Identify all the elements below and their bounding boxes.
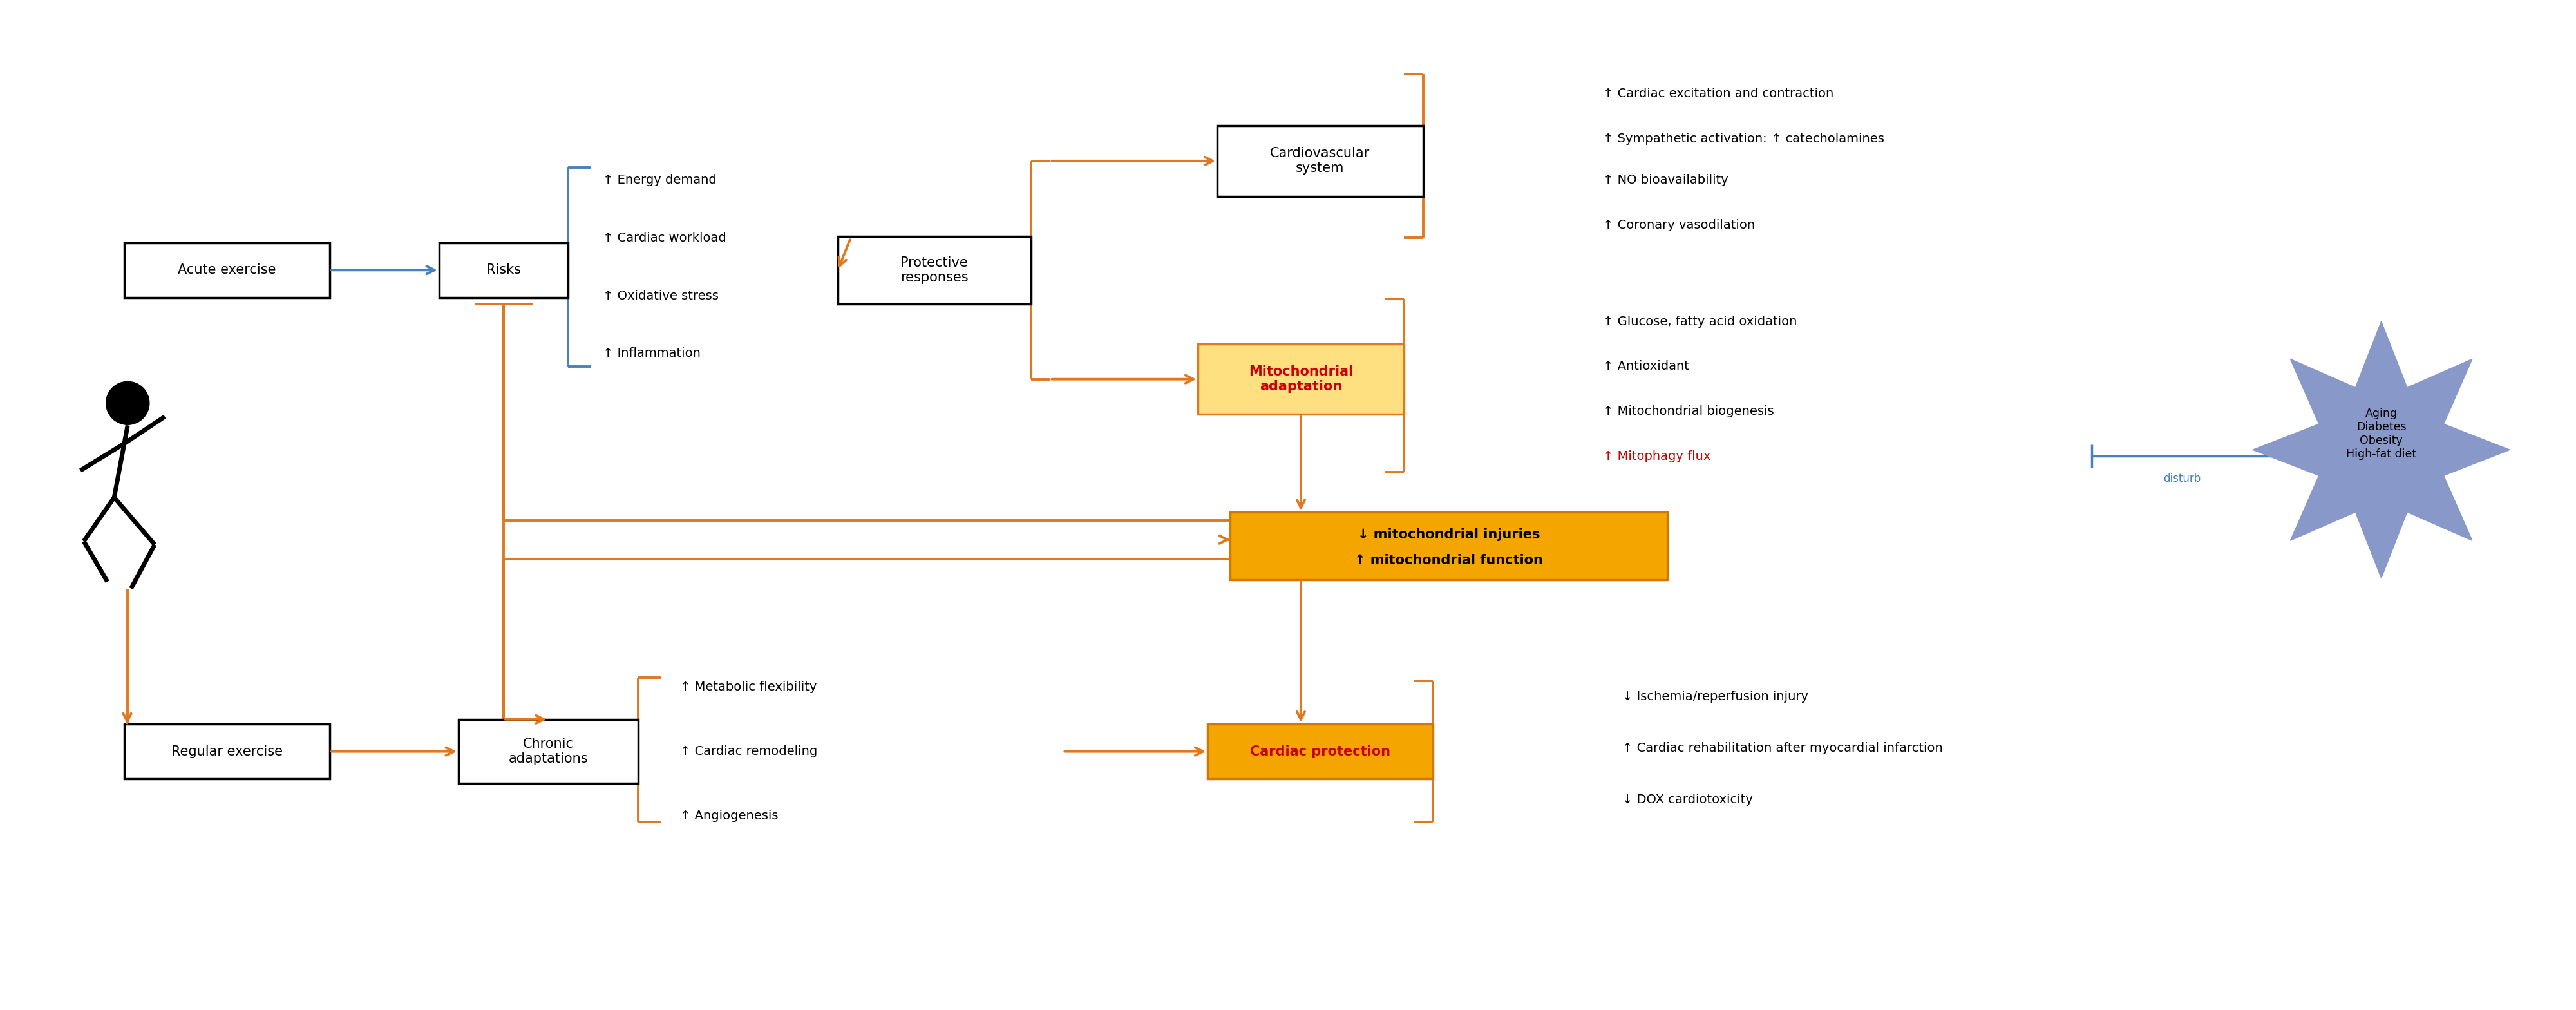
- FancyBboxPatch shape: [124, 242, 330, 297]
- Text: ↑ Cardiac workload: ↑ Cardiac workload: [603, 232, 726, 244]
- Text: ↑ Cardiac remodeling: ↑ Cardiac remodeling: [680, 745, 817, 758]
- FancyBboxPatch shape: [459, 719, 639, 784]
- Text: Protective
responses: Protective responses: [899, 257, 969, 284]
- Polygon shape: [2251, 321, 2509, 578]
- FancyBboxPatch shape: [1231, 512, 1667, 580]
- Text: ↑ Mitophagy flux: ↑ Mitophagy flux: [1602, 450, 1710, 463]
- Text: ↑ NO bioavailability: ↑ NO bioavailability: [1602, 174, 1728, 186]
- Text: ↑ Cardiac rehabilitation after myocardial infarction: ↑ Cardiac rehabilitation after myocardia…: [1623, 742, 1942, 754]
- Text: ↑ Sympathetic activation: ↑ catecholamines: ↑ Sympathetic activation: ↑ catecholamin…: [1602, 132, 1886, 144]
- Text: ↑ mitochondrial function: ↑ mitochondrial function: [1355, 553, 1543, 567]
- Circle shape: [106, 382, 149, 424]
- Text: ↓ mitochondrial injuries: ↓ mitochondrial injuries: [1358, 528, 1540, 541]
- Text: disturb: disturb: [2164, 473, 2200, 485]
- FancyBboxPatch shape: [837, 236, 1030, 304]
- Text: Cardiac protection: Cardiac protection: [1249, 745, 1391, 758]
- Text: Acute exercise: Acute exercise: [178, 264, 276, 277]
- Text: ↑ Inflammation: ↑ Inflammation: [603, 347, 701, 360]
- Text: ↑ Mitochondrial biogenesis: ↑ Mitochondrial biogenesis: [1602, 405, 1775, 417]
- Text: Mitochondrial
adaptation: Mitochondrial adaptation: [1249, 366, 1352, 393]
- Text: Regular exercise: Regular exercise: [170, 745, 283, 758]
- FancyBboxPatch shape: [438, 242, 567, 297]
- Text: ↓ Ischemia/reperfusion injury: ↓ Ischemia/reperfusion injury: [1623, 691, 1808, 703]
- Text: ↑ Cardiac excitation and contraction: ↑ Cardiac excitation and contraction: [1602, 88, 1834, 100]
- Text: ↑ Energy demand: ↑ Energy demand: [603, 174, 716, 186]
- Text: ↑ Angiogenesis: ↑ Angiogenesis: [680, 810, 778, 822]
- Text: Chronic
adaptations: Chronic adaptations: [507, 737, 587, 766]
- Text: Aging
Diabetes
Obesity
High-fat diet: Aging Diabetes Obesity High-fat diet: [2347, 408, 2416, 460]
- FancyBboxPatch shape: [1198, 343, 1404, 414]
- Text: ↑ Antioxidant: ↑ Antioxidant: [1602, 361, 1690, 373]
- Text: ↑ Oxidative stress: ↑ Oxidative stress: [603, 290, 719, 302]
- Text: ↑ Glucose, fatty acid oxidation: ↑ Glucose, fatty acid oxidation: [1602, 315, 1798, 327]
- Text: Risks: Risks: [487, 264, 520, 277]
- Text: Cardiovascular
system: Cardiovascular system: [1270, 147, 1370, 175]
- FancyBboxPatch shape: [1218, 125, 1422, 196]
- FancyBboxPatch shape: [124, 724, 330, 779]
- Text: ↑ Coronary vasodilation: ↑ Coronary vasodilation: [1602, 219, 1754, 231]
- Text: ↑ Metabolic flexibility: ↑ Metabolic flexibility: [680, 681, 817, 694]
- FancyBboxPatch shape: [1208, 724, 1432, 779]
- Text: ↓ DOX cardiotoxicity: ↓ DOX cardiotoxicity: [1623, 794, 1754, 806]
